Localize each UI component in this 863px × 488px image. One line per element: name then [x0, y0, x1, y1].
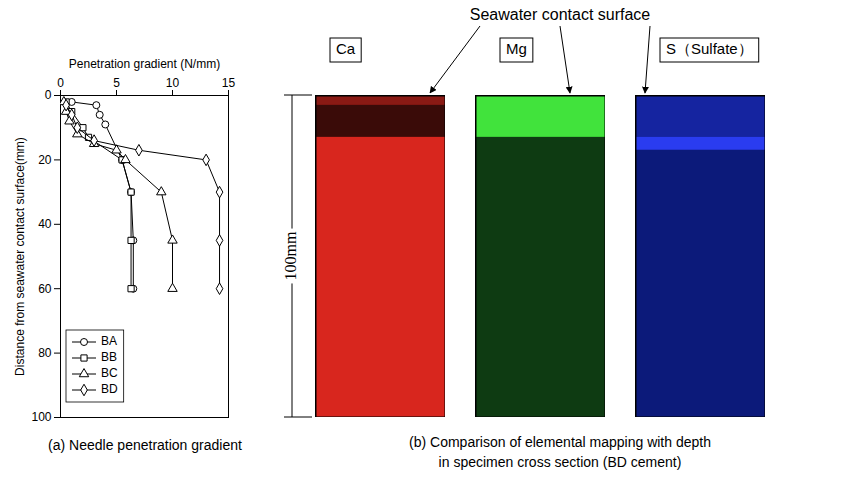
svg-text:(b) Comparison of elemental ma: (b) Comparison of elemental mapping with… — [409, 434, 711, 450]
svg-text:80: 80 — [38, 346, 52, 360]
svg-text:Distance from seawater contact: Distance from seawater contact surface(m… — [13, 137, 27, 376]
svg-text:in specimen cross section (BD: in specimen cross section (BD cement) — [439, 454, 682, 470]
svg-text:Penetration gradient (N/mm): Penetration gradient (N/mm) — [69, 57, 220, 71]
svg-text:60: 60 — [38, 282, 52, 296]
svg-text:5: 5 — [113, 76, 120, 90]
svg-text:40: 40 — [38, 217, 52, 231]
svg-text:15: 15 — [222, 76, 236, 90]
svg-text:(a) Needle penetration gradien: (a) Needle penetration gradient — [48, 437, 242, 453]
svg-text:20: 20 — [38, 153, 52, 167]
svg-text:S（Sulfate）: S（Sulfate） — [666, 40, 753, 57]
svg-text:BA: BA — [101, 334, 117, 348]
svg-text:BC: BC — [101, 366, 118, 380]
svg-text:Seawater contact surface: Seawater contact surface — [470, 6, 651, 23]
svg-text:Ca: Ca — [336, 40, 356, 57]
svg-text:100: 100 — [31, 410, 51, 424]
svg-text:100mm: 100mm — [282, 231, 299, 280]
svg-text:BD: BD — [101, 382, 118, 396]
svg-text:Mg: Mg — [506, 40, 527, 57]
svg-text:0: 0 — [45, 88, 52, 102]
svg-text:BB: BB — [101, 350, 117, 364]
svg-text:10: 10 — [166, 76, 180, 90]
svg-text:0: 0 — [57, 76, 64, 90]
